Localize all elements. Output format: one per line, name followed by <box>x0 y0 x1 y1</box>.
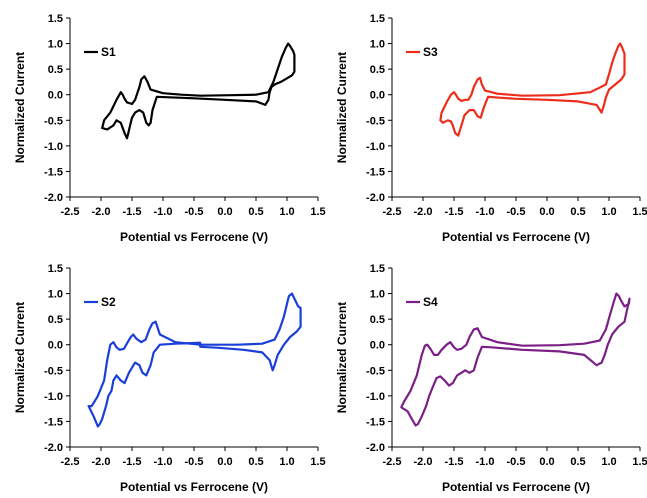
x-tick-label: -1.0 <box>476 456 495 468</box>
y-axis-label: Normalized Current <box>13 52 27 163</box>
x-tick-label: 1.0 <box>601 206 616 218</box>
chart-panel-1: -2.5 -2.0 -1.5 -1.0 -0.5 0.0 0.5 1.0 1.5 1.5 1.0 0.… <box>13 13 326 244</box>
y-tick-label: -2.0 <box>366 442 385 454</box>
series-line-s4 <box>400 292 631 427</box>
x-axis-label: Potential vs Ferrocene (V) <box>442 480 590 494</box>
y-tick-label: -0.5 <box>44 365 63 377</box>
y-tick-label: 0.5 <box>370 64 385 76</box>
x-tick-label: -1.5 <box>445 206 464 218</box>
x-tick-label: 1.5 <box>310 456 325 468</box>
y-tick-label: 1.0 <box>370 39 385 51</box>
y-tick-label: -2.0 <box>366 192 385 204</box>
chart-panel-3: -2.5 -2.0 -1.5 -1.0 -0.5 0.0 0.5 1.0 1.5 1.5 1.0 0.… <box>13 263 326 494</box>
x-tick-label: -0.5 <box>507 456 526 468</box>
y-tick-label: 1.5 <box>48 263 63 275</box>
x-tick-label: -2.5 <box>383 456 402 468</box>
y-tick-label: 1.0 <box>370 289 385 301</box>
x-tick-label: -1.0 <box>476 206 495 218</box>
y-tick-label: -1.5 <box>366 166 385 178</box>
x-tick-label: -0.5 <box>185 206 204 218</box>
y-tick-label: -0.5 <box>44 115 63 127</box>
x-tick-label: 1.0 <box>279 206 294 218</box>
y-tick-label: 0.5 <box>370 314 385 326</box>
x-tick-label: -2.5 <box>383 206 402 218</box>
x-tick-label: 0.0 <box>217 456 232 468</box>
legend-label: S3 <box>423 45 438 59</box>
y-tick-label: 0.5 <box>48 314 63 326</box>
y-tick-label: -0.5 <box>366 365 385 377</box>
x-tick-label: -2.0 <box>414 456 433 468</box>
y-tick-label: -1.0 <box>366 391 385 403</box>
y-axis-label: Normalized Current <box>335 52 349 163</box>
y-tick-label: -1.0 <box>44 141 63 153</box>
y-tick-label: 1.0 <box>48 289 63 301</box>
x-tick-label: 1.0 <box>601 456 616 468</box>
x-tick-label: 0.5 <box>570 456 585 468</box>
x-tick-label: 0.5 <box>248 456 263 468</box>
y-tick-label: 0.0 <box>48 340 63 352</box>
x-tick-label: -2.5 <box>61 206 80 218</box>
x-tick-label: -0.5 <box>185 456 204 468</box>
y-tick-label: -1.0 <box>44 391 63 403</box>
y-tick-label: -1.5 <box>44 166 63 178</box>
series-line-s3 <box>439 42 626 137</box>
x-tick-label: -1.5 <box>123 206 142 218</box>
x-tick-label: -2.5 <box>61 456 80 468</box>
y-tick-label: -1.5 <box>44 416 63 428</box>
y-tick-label: 1.5 <box>370 13 385 25</box>
x-tick-label: -2.0 <box>92 206 111 218</box>
y-tick-label: 0.0 <box>370 340 385 352</box>
x-tick-label: -2.0 <box>92 456 111 468</box>
x-tick-label: 0.0 <box>539 456 554 468</box>
y-tick-label: 1.0 <box>48 39 63 51</box>
y-axis-label: Normalized Current <box>335 302 349 413</box>
chart-panel-2: -2.5 -2.0 -1.5 -1.0 -0.5 0.0 0.5 1.0 1.5 1.5 1.0 0.… <box>335 13 647 244</box>
y-axis-label: Normalized Current <box>13 302 27 413</box>
y-tick-label: 1.5 <box>48 13 63 25</box>
x-tick-label: 1.5 <box>632 456 647 468</box>
x-tick-label: -1.5 <box>445 456 464 468</box>
x-tick-label: 1.5 <box>632 206 647 218</box>
x-tick-label: 1.5 <box>310 206 325 218</box>
x-tick-label: -0.5 <box>507 206 526 218</box>
legend-label: S4 <box>423 295 438 309</box>
chart-panel-4: -2.5 -2.0 -1.5 -1.0 -0.5 0.0 0.5 1.0 1.5 1.5 1.0 0.… <box>335 263 647 494</box>
x-tick-label: 0.0 <box>539 206 554 218</box>
legend-label: S1 <box>101 45 116 59</box>
y-tick-label: 1.5 <box>370 263 385 275</box>
x-axis-label: Potential vs Ferrocene (V) <box>442 230 590 244</box>
series-line-s1 <box>101 42 296 140</box>
x-tick-label: 0.5 <box>570 206 585 218</box>
legend-label: S2 <box>101 295 116 309</box>
x-axis-label: Potential vs Ferrocene (V) <box>120 480 268 494</box>
x-tick-label: -2.0 <box>414 206 433 218</box>
y-tick-label: -1.0 <box>366 141 385 153</box>
x-axis-label: Potential vs Ferrocene (V) <box>120 230 268 244</box>
x-tick-label: -1.0 <box>154 206 173 218</box>
x-tick-label: 0.0 <box>217 206 232 218</box>
y-tick-label: 0.0 <box>370 90 385 102</box>
y-tick-label: -2.0 <box>44 442 63 454</box>
y-tick-label: 0.5 <box>48 64 63 76</box>
y-tick-label: -2.0 <box>44 192 63 204</box>
x-tick-label: 1.0 <box>279 456 294 468</box>
x-tick-label: 0.5 <box>248 206 263 218</box>
x-tick-label: -1.5 <box>123 456 142 468</box>
y-tick-label: -1.5 <box>366 416 385 428</box>
series-line-s2 <box>87 292 302 428</box>
y-tick-label: -0.5 <box>366 115 385 127</box>
x-tick-label: -1.0 <box>154 456 173 468</box>
y-tick-label: 0.0 <box>48 90 63 102</box>
